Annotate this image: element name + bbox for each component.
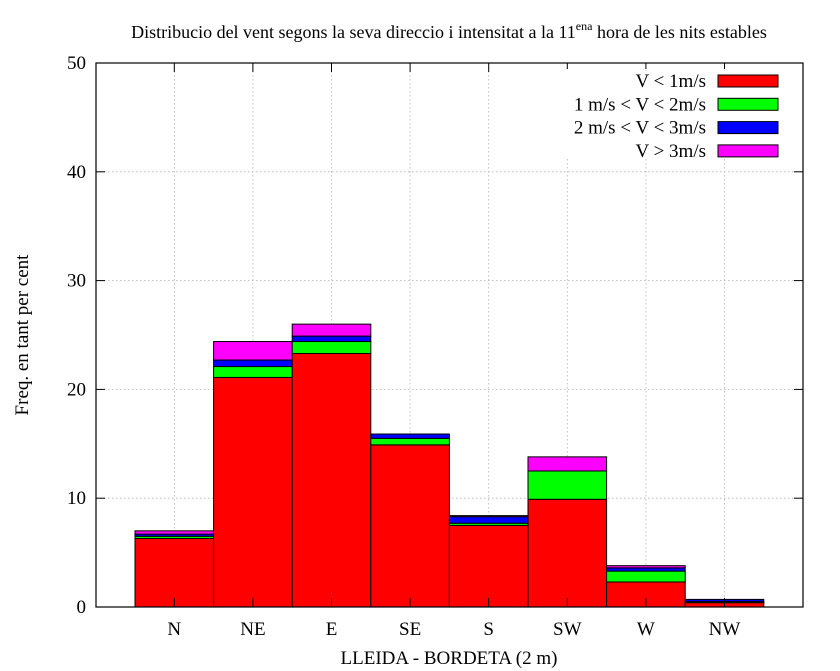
legend: V < 1m/s1 m/s < V < 2m/s 2 m/s < V < 3m/s… (558, 69, 798, 162)
plot-frame (95, 62, 804, 608)
bar-segment (527, 498, 608, 608)
y-tick-label: 0 (77, 597, 87, 618)
legend-swatch (717, 74, 779, 88)
bar-segment (213, 376, 293, 608)
bar-segment (448, 516, 529, 524)
bar-segment (213, 341, 293, 361)
bar-segment (448, 515, 529, 518)
x-axis-label: LLEIDA - BORDETA (2 m) (341, 648, 558, 669)
bar-segment (606, 565, 686, 569)
bar-segment (370, 433, 450, 439)
x-tick-label: W (637, 619, 655, 640)
bar-segment (291, 323, 372, 337)
x-tick-label: N (167, 619, 181, 640)
bar-segment (527, 456, 608, 472)
legend-label: 2 m/s < V < 3m/s (574, 118, 706, 139)
bar-segment (370, 444, 450, 608)
bar-segment (527, 470, 608, 500)
y-tick-label: 10 (67, 488, 86, 509)
legend-swatch (717, 97, 779, 111)
bar-segment (213, 359, 293, 368)
bar-segment (370, 437, 450, 446)
chart-title-superscript: ena (576, 19, 593, 33)
y-tick-label: 30 (67, 271, 86, 292)
x-tick-label: S (483, 619, 494, 640)
legend-label: V > 3m/s (635, 141, 706, 162)
ticks-layer: 0 10 20 30 40 50 N NE E SE S SW W NW (67, 53, 803, 640)
legend-label: 1 m/s < V < 2m/s (574, 94, 706, 115)
bar-segment (134, 537, 215, 608)
bar-segment (291, 352, 372, 608)
chart-title-main: Distribucio del vent segons la seva dire… (131, 22, 576, 42)
y-tick-label: 40 (67, 162, 86, 183)
x-tick-label: E (326, 619, 338, 640)
bar-segment (291, 341, 372, 354)
y-axis-label: Freq. en tant per cent (12, 254, 33, 416)
bar-segment (134, 530, 215, 535)
y-tick-label: 50 (67, 53, 86, 74)
bar-segment (291, 335, 372, 343)
chart-title: Distribucio del vent segons la seva dire… (131, 19, 767, 42)
bars-layer (134, 323, 765, 608)
bar-segment (448, 524, 529, 608)
legend-label: V < 1m/s (635, 71, 706, 92)
legend-swatch (717, 144, 779, 158)
x-tick-label: NE (240, 619, 265, 640)
x-tick-label: SW (553, 619, 582, 640)
y-tick-label: 20 (67, 379, 86, 400)
x-tick-label: NW (709, 619, 741, 640)
legend-swatch (717, 121, 779, 135)
bar-segment (213, 366, 293, 378)
chart-title-tail: hora de les nits estables (592, 22, 766, 42)
x-tick-label: SE (399, 619, 421, 640)
bar-segment (606, 570, 686, 583)
